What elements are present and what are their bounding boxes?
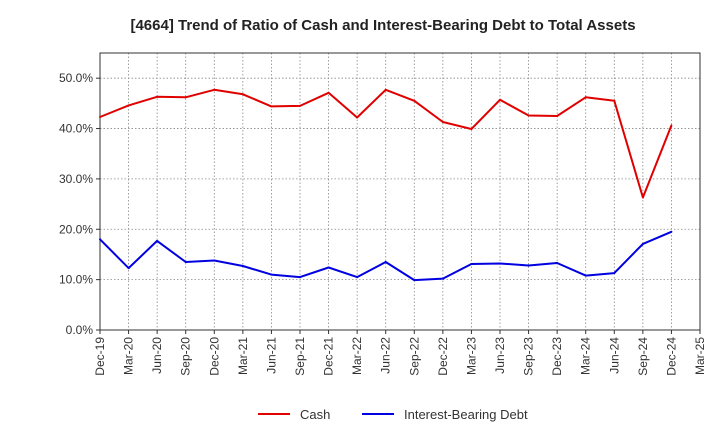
data-point-cash xyxy=(413,99,416,102)
x-tick-label: Sep-24 xyxy=(636,337,650,376)
data-point-cash xyxy=(556,115,559,117)
data-point-interest-bearing-debt xyxy=(556,262,559,264)
x-tick-label: Sep-23 xyxy=(522,337,536,376)
x-tick-label: Dec-22 xyxy=(436,337,450,376)
x-tick-label: Jun-23 xyxy=(493,337,507,374)
x-tick-label: Dec-23 xyxy=(550,337,564,376)
data-point-cash xyxy=(356,116,359,119)
x-tick-label: Mar-20 xyxy=(122,337,136,375)
data-point-interest-bearing-debt xyxy=(270,273,273,276)
data-point-interest-bearing-debt xyxy=(670,230,673,233)
x-tick-label: Sep-22 xyxy=(407,337,421,376)
data-point-interest-bearing-debt xyxy=(299,276,301,279)
series-group xyxy=(99,88,673,282)
data-point-interest-bearing-debt xyxy=(413,279,416,282)
data-point-cash xyxy=(641,196,644,199)
plot-area xyxy=(99,52,701,331)
data-point-interest-bearing-debt xyxy=(527,264,530,267)
x-tick-label: Dec-20 xyxy=(207,337,221,376)
x-tick-label: Dec-24 xyxy=(664,337,678,376)
data-point-interest-bearing-debt xyxy=(156,239,159,242)
legend-label-cash: Cash xyxy=(300,407,330,422)
data-point-interest-bearing-debt xyxy=(327,266,330,269)
data-point-interest-bearing-debt xyxy=(499,262,501,265)
data-point-cash xyxy=(613,99,616,102)
data-point-cash xyxy=(470,128,473,130)
data-point-cash xyxy=(384,88,387,91)
chart-title: [4664] Trend of Ratio of Cash and Intere… xyxy=(130,17,635,34)
x-tick-label: Mar-23 xyxy=(464,337,478,375)
data-point-cash xyxy=(127,104,130,107)
x-tick-label: Dec-19 xyxy=(93,337,107,376)
x-tick-label: Mar-24 xyxy=(579,337,593,375)
data-point-interest-bearing-debt xyxy=(641,242,644,245)
data-point-cash xyxy=(441,121,444,123)
x-tick-label: Jun-21 xyxy=(264,337,278,374)
y-tick-label: 20.0% xyxy=(59,222,93,236)
data-point-interest-bearing-debt xyxy=(127,267,130,270)
x-tick-label: Jun-20 xyxy=(150,337,164,374)
data-point-interest-bearing-debt xyxy=(241,265,244,267)
data-point-cash xyxy=(499,98,501,101)
data-point-interest-bearing-debt xyxy=(99,238,101,241)
y-tick-label: 30.0% xyxy=(59,172,93,186)
x-tick-label: Jun-24 xyxy=(607,337,621,374)
data-point-cash xyxy=(99,116,101,118)
data-point-cash xyxy=(270,105,273,108)
data-point-interest-bearing-debt xyxy=(613,272,616,275)
x-tick-label: Mar-22 xyxy=(350,337,364,375)
data-point-interest-bearing-debt xyxy=(384,261,387,263)
data-point-cash xyxy=(527,114,530,117)
y-axis: 0.0% 10.0% 20.0% 30.0% 40.0% 50.0% xyxy=(59,71,100,337)
x-tick-label: Dec-21 xyxy=(322,337,336,376)
x-tick-label: Sep-20 xyxy=(179,337,193,376)
data-point-cash xyxy=(327,91,330,94)
data-point-interest-bearing-debt xyxy=(184,261,187,263)
x-tick-label: Mar-21 xyxy=(236,337,250,375)
data-point-interest-bearing-debt xyxy=(213,259,216,262)
data-point-cash xyxy=(241,93,244,96)
x-tick-label: Mar-25 xyxy=(693,337,707,375)
x-axis: Dec-19 Mar-20 Jun-20 Sep-20 Dec-20 Mar-21 Jun-… xyxy=(93,330,707,376)
y-tick-label: 0.0% xyxy=(66,323,94,337)
legend: Cash Interest-Bearing Debt xyxy=(258,407,528,422)
data-point-interest-bearing-debt xyxy=(584,274,587,277)
x-tick-label: Jun-22 xyxy=(379,337,393,374)
data-point-interest-bearing-debt xyxy=(441,277,444,280)
data-point-interest-bearing-debt xyxy=(470,263,473,265)
data-point-cash xyxy=(213,88,216,91)
y-tick-label: 10.0% xyxy=(59,273,93,287)
data-point-interest-bearing-debt xyxy=(356,276,359,279)
data-point-cash xyxy=(670,124,673,127)
data-point-cash xyxy=(156,95,159,98)
data-point-cash xyxy=(584,96,587,99)
legend-label-interest-bearing-debt: Interest-Bearing Debt xyxy=(404,407,528,422)
y-tick-label: 40.0% xyxy=(59,122,93,136)
y-tick-label: 50.0% xyxy=(59,71,93,85)
data-point-cash xyxy=(184,96,187,99)
x-tick-label: Sep-21 xyxy=(293,337,307,376)
data-point-cash xyxy=(299,104,301,107)
